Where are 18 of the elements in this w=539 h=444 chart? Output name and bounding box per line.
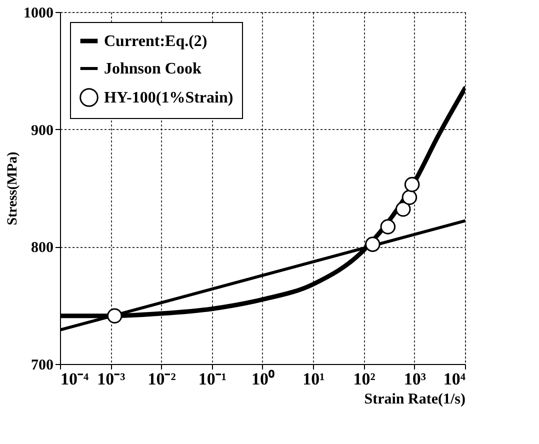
y-tick-label: 800 — [31, 240, 54, 256]
x-tick-label: 10⁰ — [252, 370, 274, 388]
x-tick-label: 10⁻³ — [97, 370, 126, 388]
y-tick-label: 900 — [31, 122, 54, 139]
x-tick-label: 10¹ — [302, 370, 325, 388]
legend-label: HY-100(1%Strain) — [104, 90, 234, 106]
legend-label: Current:Eq.(2) — [104, 33, 208, 50]
y-tick-label: 700 — [31, 358, 54, 374]
y-tick-label: 1000 — [24, 6, 54, 22]
y-axis-title: Stress(MPa) — [6, 151, 20, 226]
legend-label: Johnson Cook — [104, 60, 202, 78]
x-tick-label: 10³ — [404, 370, 426, 388]
x-tick-label: 10⁴ — [443, 370, 466, 388]
x-tick-label: 10⁻² — [148, 370, 176, 388]
x-tick-label: 10² — [353, 370, 376, 388]
x-tick-label: 10⁻⁴ — [60, 370, 89, 388]
x-tick-label: 10⁻¹ — [198, 370, 226, 388]
x-axis-title: Strain Rate(1/s) — [364, 392, 466, 408]
